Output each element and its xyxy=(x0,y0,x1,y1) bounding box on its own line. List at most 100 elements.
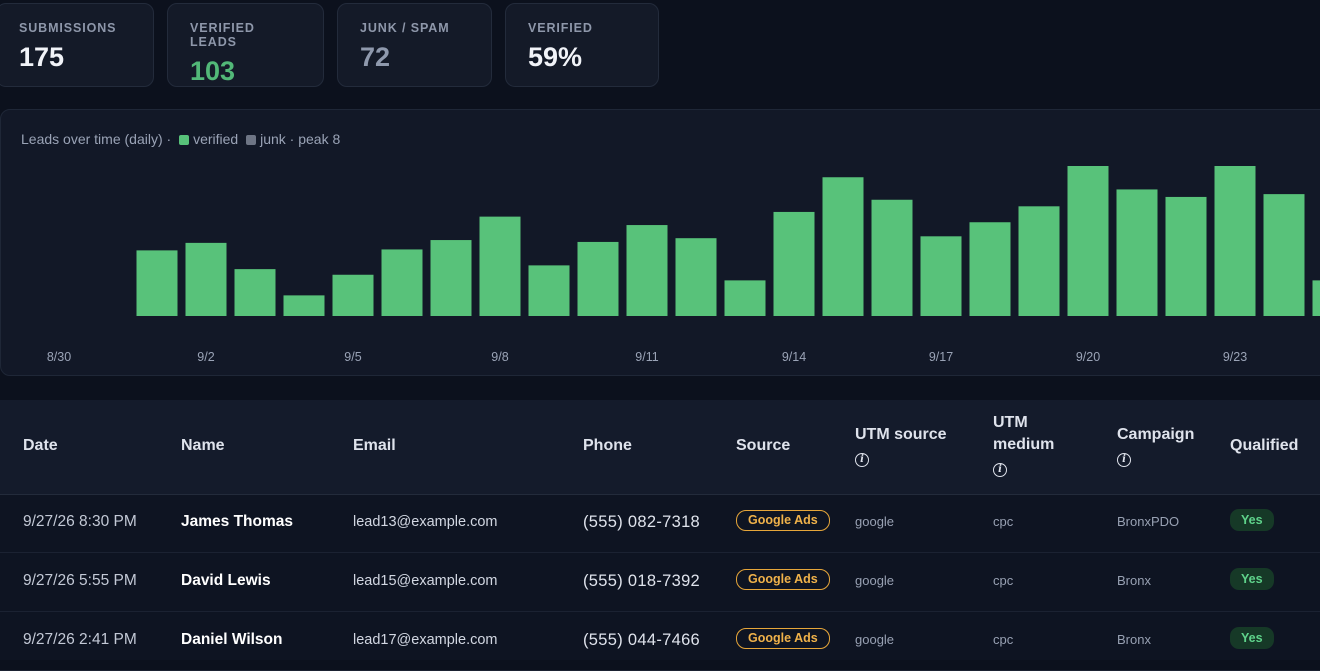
cell-date: 9/27/26 5:55 PM xyxy=(23,553,137,611)
x-tick-label: 9/11 xyxy=(635,350,658,364)
chart-caption-prefix: Leads over time (daily) · xyxy=(21,131,171,147)
cell-date: 9/27/26 8:30 PM xyxy=(23,494,137,552)
bar-9-7[interactable] xyxy=(431,240,472,316)
stat-card-verified-leads: VERIFIED LEADS 103 xyxy=(167,3,324,87)
stat-label: VERIFIED LEADS xyxy=(190,21,301,49)
cell-phone[interactable]: (555) 082-7318 xyxy=(583,494,700,552)
column-header-email[interactable]: Email xyxy=(353,435,396,457)
bar-9-1[interactable] xyxy=(137,250,178,316)
cell-utm-medium: cpc xyxy=(993,494,1013,552)
bar-9-15[interactable] xyxy=(823,177,864,316)
x-tick-label: 9/23 xyxy=(1223,350,1247,364)
cell-source: Google Ads xyxy=(736,553,830,611)
cell-email[interactable]: lead13@example.com xyxy=(353,494,498,552)
bar-9-24[interactable] xyxy=(1264,194,1305,316)
cell-date: 9/27/26 2:41 PM xyxy=(23,612,137,670)
x-tick-label: 9/17 xyxy=(929,350,953,364)
verified-legend-swatch xyxy=(179,135,189,145)
leads-chart: 8/30 9/2 9/5 9/8 9/11 9/14 9/17 9/20 9/23 xyxy=(1,110,1320,377)
cell-utm-medium: cpc xyxy=(993,553,1013,611)
cell-email[interactable]: lead15@example.com xyxy=(353,553,498,611)
bar-9-16[interactable] xyxy=(872,200,913,316)
column-header-qualified[interactable]: Qualified xyxy=(1230,435,1298,457)
info-icon[interactable]: i xyxy=(993,463,1007,477)
junk-legend-swatch xyxy=(246,135,256,145)
x-tick-label: 8/30 xyxy=(47,350,71,364)
chart-caption: Leads over time (daily) · verified junk … xyxy=(21,131,340,147)
bar-9-22[interactable] xyxy=(1166,197,1207,316)
column-header-date[interactable]: Date xyxy=(23,435,58,457)
stat-value: 175 xyxy=(19,42,131,73)
cell-name[interactable]: Daniel Wilson xyxy=(181,612,282,670)
column-header-name[interactable]: Name xyxy=(181,435,225,457)
x-tick-label: 9/2 xyxy=(197,350,214,364)
bar-9-9[interactable] xyxy=(529,265,570,316)
stat-value: 59% xyxy=(528,42,636,73)
bar-9-23[interactable] xyxy=(1215,166,1256,316)
table-row[interactable]: 9/27/26 5:55 PM David Lewis lead15@examp… xyxy=(0,553,1320,612)
stat-card-submissions: SUBMISSIONS 175 xyxy=(0,3,154,87)
qualified-badge: Yes xyxy=(1230,509,1274,531)
cell-qualified: Yes xyxy=(1230,612,1274,670)
stat-label: JUNK / SPAM xyxy=(360,21,469,35)
table-row[interactable]: 9/27/26 2:41 PM Daniel Wilson lead17@exa… xyxy=(0,612,1320,671)
cell-source: Google Ads xyxy=(736,494,830,552)
cell-name[interactable]: David Lewis xyxy=(181,553,271,611)
cell-source: Google Ads xyxy=(736,612,830,670)
x-tick-label: 9/8 xyxy=(491,350,508,364)
source-badge: Google Ads xyxy=(736,628,830,649)
column-header-utm-source[interactable]: UTM source i xyxy=(855,424,955,468)
x-tick-label: 9/14 xyxy=(782,350,806,364)
cell-campaign: Bronx xyxy=(1117,612,1151,670)
cell-campaign: BronxPDO xyxy=(1117,494,1179,552)
legend-junk: junk xyxy=(260,131,286,147)
bar-9-8[interactable] xyxy=(480,217,521,316)
bar-9-4[interactable] xyxy=(284,295,325,316)
cell-utm-source: google xyxy=(855,553,894,611)
x-tick-label: 9/20 xyxy=(1076,350,1100,364)
table-header: Date Name Email Phone Source UTM source … xyxy=(0,400,1320,495)
bar-9-13[interactable] xyxy=(725,280,766,316)
bar-9-12[interactable] xyxy=(676,238,717,316)
bar-9-19[interactable] xyxy=(1019,206,1060,316)
info-icon[interactable]: i xyxy=(1117,453,1131,467)
stat-card-verified-rate: VERIFIED 59% xyxy=(505,3,659,87)
cell-campaign: Bronx xyxy=(1117,553,1151,611)
bar-9-5[interactable] xyxy=(333,275,374,316)
chart-caption-suffix: · peak 8 xyxy=(290,131,341,147)
qualified-badge: Yes xyxy=(1230,627,1274,649)
cell-phone[interactable]: (555) 044-7466 xyxy=(583,612,700,670)
x-tick-label: 9/5 xyxy=(344,350,361,364)
stat-label: VERIFIED xyxy=(528,21,636,35)
bar-9-11[interactable] xyxy=(627,225,668,316)
column-header-source[interactable]: Source xyxy=(736,435,790,457)
bar-9-10[interactable] xyxy=(578,242,619,316)
cell-utm-source: google xyxy=(855,494,894,552)
qualified-badge: Yes xyxy=(1230,568,1274,590)
stat-label: SUBMISSIONS xyxy=(19,21,131,35)
legend-verified: verified xyxy=(193,131,238,147)
bar-9-20[interactable] xyxy=(1068,166,1109,316)
column-header-phone[interactable]: Phone xyxy=(583,435,632,457)
bar-9-6[interactable] xyxy=(382,249,423,316)
bar-9-25[interactable] xyxy=(1313,280,1320,316)
bar-9-3[interactable] xyxy=(235,269,276,316)
cell-qualified: Yes xyxy=(1230,553,1274,611)
info-icon[interactable]: i xyxy=(855,453,869,467)
cell-email[interactable]: lead17@example.com xyxy=(353,612,498,670)
bar-9-2[interactable] xyxy=(186,243,227,316)
stat-value: 103 xyxy=(190,56,301,87)
table-row[interactable]: 9/27/26 8:30 PM James Thomas lead13@exam… xyxy=(0,494,1320,553)
source-badge: Google Ads xyxy=(736,569,830,590)
leads-table: Date Name Email Phone Source UTM source … xyxy=(0,400,1320,660)
bar-9-14[interactable] xyxy=(774,212,815,316)
source-badge: Google Ads xyxy=(736,510,830,531)
cell-utm-medium: cpc xyxy=(993,612,1013,670)
cell-phone[interactable]: (555) 018-7392 xyxy=(583,553,700,611)
bar-9-18[interactable] xyxy=(970,222,1011,316)
bar-9-17[interactable] xyxy=(921,236,962,316)
cell-name[interactable]: James Thomas xyxy=(181,494,293,552)
bar-9-21[interactable] xyxy=(1117,189,1158,316)
